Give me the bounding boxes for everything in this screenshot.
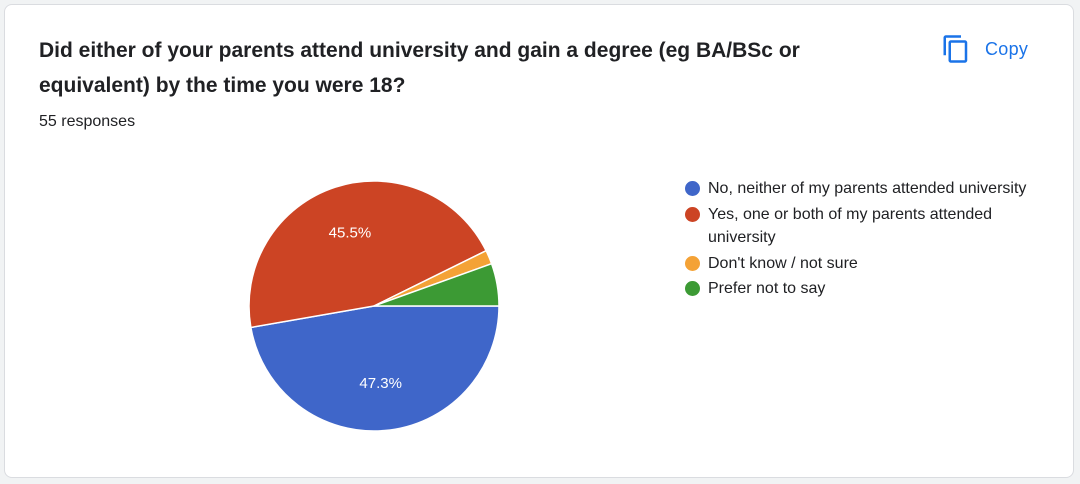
legend-swatch (685, 281, 700, 296)
legend-label: Prefer not to say (708, 280, 826, 297)
legend-label: Don't know / not sure (708, 254, 858, 272)
pie-chart: 47.3% 45.5% (248, 180, 500, 432)
copy-button-label: Copy (985, 38, 1029, 59)
pie-data-label: 47.3% (359, 375, 402, 392)
legend-item: Don't know / not sure (685, 252, 1045, 276)
pie-slice (249, 305, 500, 432)
legend-item: No, neither of my parents attended unive… (685, 177, 1045, 201)
question-title: Did either of your parents attend univer… (39, 39, 800, 97)
legend-swatch (685, 255, 700, 271)
legend-swatch (685, 206, 700, 222)
pie-slice (248, 180, 488, 329)
legend-label: Yes, one or both of my parents attended … (708, 205, 993, 247)
legend-item: Yes, one or both of my parents attended … (685, 203, 1045, 250)
legend-label: No, neither of my parents attended unive… (708, 180, 1027, 197)
chart-legend: No, neither of my parents attended unive… (685, 177, 1045, 303)
legend-swatch (685, 181, 700, 196)
pie-slice (373, 262, 500, 307)
copy-button[interactable]: Copy (941, 31, 1028, 67)
copy-icon (943, 35, 968, 63)
legend-item: Prefer not to say (685, 277, 1045, 301)
pie-data-label: 45.5% (329, 224, 372, 241)
chart-card: Did either of your parents attend univer… (4, 4, 1074, 478)
response-count: 55 responses (39, 113, 136, 130)
